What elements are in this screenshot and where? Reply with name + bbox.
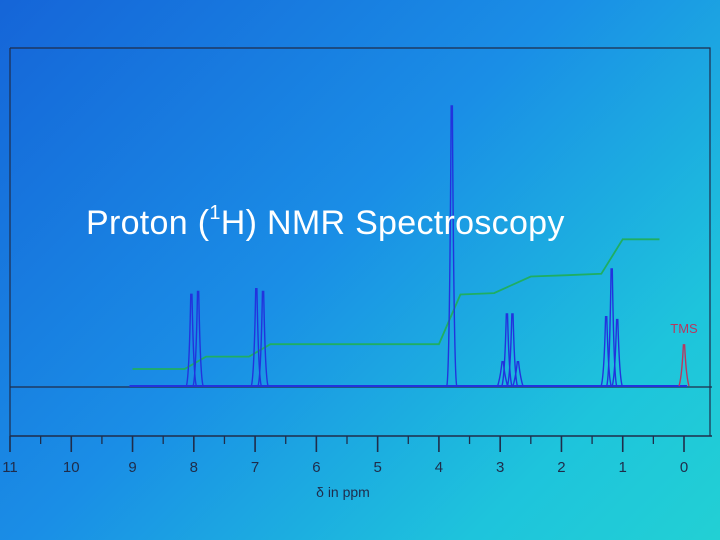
- spectrum-peak: [446, 105, 458, 387]
- tick-label: 9: [128, 459, 136, 476]
- title-text-after: H) NMR Spectroscopy: [220, 204, 565, 242]
- plot-frame: [9, 47, 711, 436]
- tick-label: 5: [373, 459, 381, 476]
- spectrum-peak: [606, 268, 618, 387]
- spectrum-peak: [611, 318, 623, 387]
- tick-label: 1: [619, 459, 627, 476]
- title-superscript: 1: [209, 202, 221, 224]
- spectrum-peak: [512, 361, 524, 387]
- spectrum-peak: [501, 313, 513, 387]
- tick-label: 3: [496, 459, 504, 476]
- tick-label: 7: [251, 459, 259, 476]
- spectrum-peak: [192, 290, 204, 387]
- tick-label: 11: [2, 459, 18, 476]
- tick-label: 6: [312, 459, 320, 476]
- title-text-before: Proton (: [86, 204, 210, 242]
- tick-label: 4: [435, 459, 443, 476]
- spectrum-peak: [496, 361, 509, 387]
- tick-label: 8: [190, 459, 198, 476]
- tick-label: 0: [680, 459, 688, 476]
- integral-curve: [132, 238, 660, 370]
- tms-label: TMS: [670, 321, 698, 336]
- tms-peak: [678, 344, 690, 387]
- spectrum-peak: [600, 316, 612, 387]
- x-axis-label: δ in ppm: [316, 484, 370, 500]
- tick-label: 2: [557, 459, 565, 476]
- tick-label: 10: [63, 459, 80, 476]
- spectrum-peak: [257, 290, 269, 387]
- slide-title: Proton (1H) NMR Spectroscopy: [86, 202, 565, 243]
